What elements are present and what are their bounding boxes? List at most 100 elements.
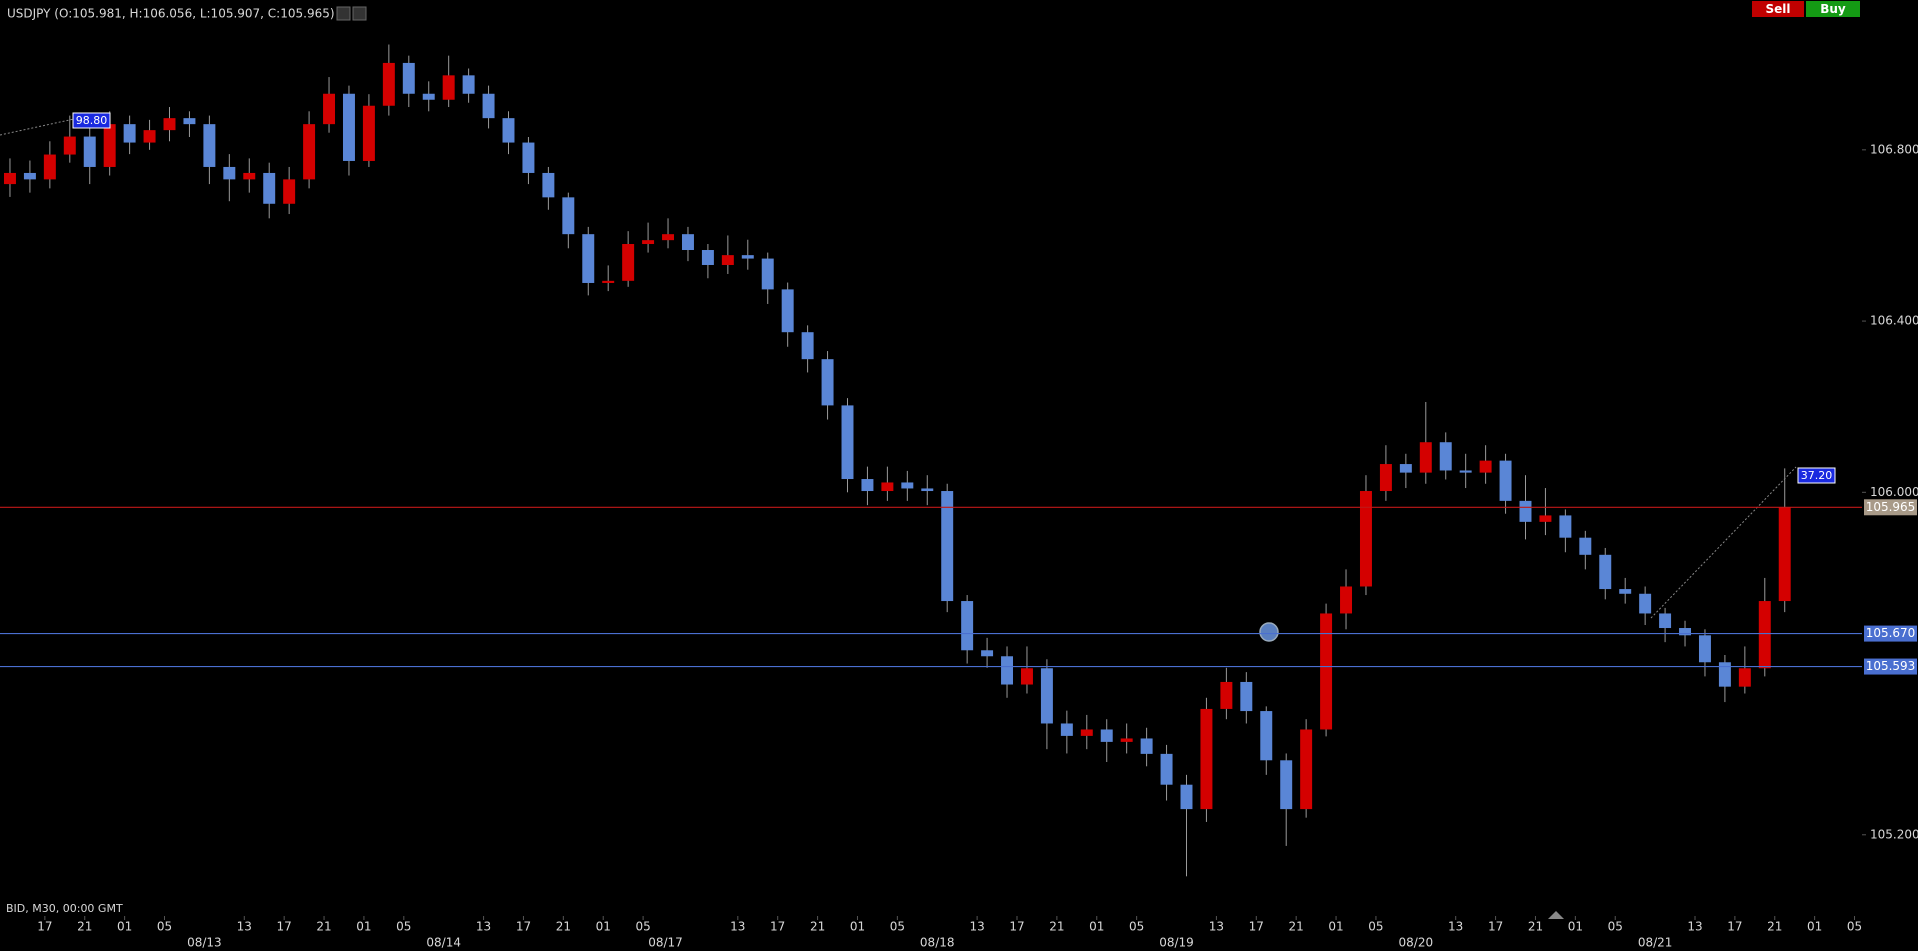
x-tick-label: 21: [556, 920, 571, 934]
x-tick-label: 17: [1249, 920, 1264, 934]
candle-body: [1419, 442, 1432, 473]
price-tag: [1864, 625, 1917, 642]
candle-body: [1359, 491, 1372, 587]
x-tick-label: 21: [77, 920, 92, 934]
candle-body: [602, 280, 615, 283]
x-tick-label: 17: [770, 920, 785, 934]
x-tick-label: 21: [810, 920, 825, 934]
candle-body: [1140, 738, 1153, 754]
candle-body: [1399, 464, 1412, 473]
icon[interactable]: [336, 6, 351, 21]
x-tick-label: 17: [1727, 920, 1742, 934]
annotation: 37.20: [1801, 469, 1833, 482]
line-handle[interactable]: [1259, 622, 1279, 642]
x-tick-label: 21: [1528, 920, 1543, 934]
candle-body: [402, 62, 415, 94]
candle-body: [861, 479, 874, 492]
x-tick-label: 05: [1368, 920, 1383, 934]
candle-body: [801, 332, 814, 360]
candle-body: [1100, 729, 1113, 742]
candle-body: [123, 124, 136, 143]
candle-body: [781, 289, 794, 333]
x-tick-label: 13: [476, 920, 491, 934]
candle-body: [881, 482, 894, 492]
x-tick-label: 17: [277, 920, 292, 934]
icon[interactable]: [352, 6, 367, 21]
candle-body: [681, 234, 694, 251]
candle-body: [303, 124, 316, 180]
candle-body: [1320, 613, 1333, 730]
candle-body: [941, 491, 954, 602]
x-tick-label: 21: [1049, 920, 1064, 934]
price-tag-label: 105.670: [1866, 626, 1916, 640]
y-tick-label: 106.800: [1870, 142, 1918, 156]
date-tick-bg: [182, 935, 227, 949]
candle-body: [103, 124, 116, 167]
sell-button[interactable]: [1752, 1, 1804, 17]
candle-body: [981, 650, 994, 657]
candle-body: [1619, 589, 1632, 594]
candle-body: [522, 142, 535, 173]
x-tick-label: 17: [516, 920, 531, 934]
candle-body: [183, 118, 196, 125]
x-tick-label: 13: [969, 920, 984, 934]
buy-button[interactable]: [1806, 1, 1860, 17]
candle-body: [1659, 613, 1672, 629]
date-tick-bg: [643, 935, 688, 949]
candle-body: [1539, 515, 1552, 522]
price-tag: [1864, 658, 1917, 675]
y-tick-label: 105.200: [1870, 827, 1918, 841]
candle-body: [1778, 507, 1791, 602]
candle-body: [342, 93, 355, 161]
candle-body: [841, 405, 854, 480]
candle-body: [1559, 515, 1572, 538]
candle-body: [1499, 460, 1512, 501]
candle-body: [1300, 729, 1313, 810]
date-tick-bg: [1393, 935, 1438, 949]
annotation-box: [1797, 467, 1836, 484]
candle-body: [1200, 708, 1213, 810]
date-tick-bg: [1633, 935, 1678, 949]
candle-body: [1738, 668, 1751, 687]
annotation: 98.80: [76, 114, 108, 127]
candle-body: [502, 118, 515, 143]
x-tick-label: 21: [316, 920, 331, 934]
date-tick-label: 08/19: [1159, 936, 1194, 950]
sell-label[interactable]: Sell: [1765, 2, 1790, 16]
buy-label[interactable]: Buy: [1820, 2, 1846, 16]
x-tick-label: 01: [1807, 920, 1822, 934]
candle-body: [1758, 601, 1771, 669]
candle-body: [1679, 628, 1692, 636]
date-tick-bg: [915, 935, 960, 949]
candle-body: [442, 75, 455, 100]
candle-body: [562, 197, 575, 235]
candle-body: [1439, 442, 1452, 471]
candle-body: [1479, 460, 1492, 473]
candle-body: [1160, 753, 1173, 785]
x-tick-label: 05: [1608, 920, 1623, 934]
chart-title: USDJPY (O:105.981, H:106.056, L:105.907,…: [7, 7, 335, 21]
candle-body: [642, 240, 655, 245]
x-tick-label: 05: [635, 920, 650, 934]
candle-body: [143, 130, 156, 143]
date-tick-label: 08/21: [1638, 936, 1673, 950]
x-tick-label: 13: [237, 920, 252, 934]
x-tick-label: 21: [1289, 920, 1304, 934]
annotation-box: [72, 112, 111, 129]
x-tick-label: 17: [1009, 920, 1024, 934]
candle-body: [1080, 729, 1093, 736]
candle-body: [1599, 554, 1612, 590]
scroll-marker[interactable]: [1548, 911, 1564, 919]
candle-body: [1379, 464, 1392, 492]
candle-body: [1060, 723, 1073, 736]
x-tick-label: 13: [1209, 920, 1224, 934]
candle-body: [1698, 635, 1711, 663]
candle-body: [662, 234, 675, 241]
date-tick-label: 08/17: [648, 936, 683, 950]
candle-body: [821, 359, 834, 406]
candle-body: [1020, 668, 1033, 685]
candle-body: [63, 136, 76, 155]
candle-body: [83, 136, 96, 167]
date-tick-label: 08/13: [187, 936, 222, 950]
x-tick-label: 01: [356, 920, 371, 934]
